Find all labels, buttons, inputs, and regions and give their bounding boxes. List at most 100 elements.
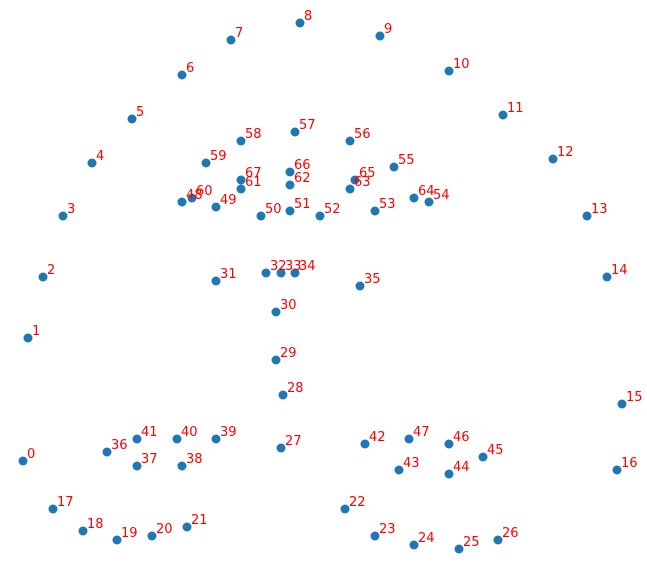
point-marker-25 [454,544,464,554]
point-label-57: 57 [299,118,316,133]
point-label-52: 52 [324,202,341,217]
point-label-10: 10 [453,57,470,72]
point-marker-26 [493,535,503,545]
point-label-45: 45 [487,443,504,458]
point-marker-10 [444,66,454,76]
point-label-39: 39 [220,425,237,440]
point-marker-18 [78,526,88,536]
point-label-5: 5 [136,105,144,120]
point-label-6: 6 [186,61,194,76]
point-marker-30 [271,307,281,317]
point-label-28: 28 [287,381,304,396]
point-label-9: 9 [384,22,392,37]
point-marker-31 [211,276,221,286]
point-label-34: 34 [299,259,316,274]
point-marker-13 [582,211,592,221]
point-marker-46 [444,439,454,449]
point-marker-6 [177,70,187,80]
point-label-60: 60 [196,184,213,199]
point-label-61: 61 [245,175,262,190]
point-marker-39 [211,434,221,444]
point-marker-63 [345,184,355,194]
point-label-54: 54 [433,188,450,203]
point-label-58: 58 [245,127,262,142]
point-label-15: 15 [626,390,643,405]
point-marker-12 [548,154,558,164]
point-label-42: 42 [369,430,386,445]
point-marker-34 [290,268,300,278]
point-label-49: 49 [220,193,237,208]
point-marker-64 [409,193,419,203]
point-marker-21 [182,522,192,532]
point-marker-51 [285,206,295,216]
point-label-29: 29 [280,346,297,361]
point-marker-52 [315,211,325,221]
point-marker-43 [394,465,404,475]
point-label-20: 20 [156,522,173,537]
point-label-67: 67 [245,166,262,181]
point-label-50: 50 [265,202,282,217]
point-label-27: 27 [285,434,302,449]
point-marker-58 [236,136,246,146]
point-label-14: 14 [611,263,628,278]
point-label-32: 32 [270,259,287,274]
point-marker-61 [236,184,246,194]
point-label-59: 59 [210,149,227,164]
point-marker-54 [424,197,434,207]
point-label-7: 7 [235,26,243,41]
point-marker-5 [127,114,137,124]
point-label-2: 2 [47,263,55,278]
point-marker-16 [612,465,622,475]
point-marker-48 [177,197,187,207]
point-marker-50 [256,211,266,221]
point-label-13: 13 [591,202,608,217]
point-marker-22 [340,504,350,514]
point-marker-2 [38,272,48,282]
point-marker-17 [48,504,58,514]
point-marker-67 [236,175,246,185]
point-label-19: 19 [121,526,138,541]
point-marker-4 [87,158,97,168]
point-label-35: 35 [364,272,381,287]
point-marker-33 [276,268,286,278]
point-label-55: 55 [398,153,415,168]
point-marker-47 [404,434,414,444]
point-label-16: 16 [621,456,638,471]
point-label-8: 8 [304,9,312,24]
point-label-53: 53 [379,197,396,212]
point-label-65: 65 [359,166,376,181]
point-marker-15 [617,399,627,409]
point-label-41: 41 [141,425,158,440]
point-label-66: 66 [294,158,311,173]
point-marker-55 [389,162,399,172]
point-markers [18,18,627,554]
point-marker-29 [271,355,281,365]
point-marker-60 [187,193,197,203]
point-marker-53 [370,206,380,216]
point-label-18: 18 [87,517,104,532]
point-label-3: 3 [67,202,75,217]
point-marker-42 [360,439,370,449]
point-label-11: 11 [507,101,524,116]
point-marker-37 [132,461,142,471]
point-label-25: 25 [463,535,480,550]
point-marker-20 [147,531,157,541]
point-marker-19 [112,535,122,545]
point-label-12: 12 [557,145,574,160]
point-marker-9 [375,31,385,41]
point-marker-27 [276,443,286,453]
point-marker-3 [58,211,68,221]
point-marker-23 [370,531,380,541]
point-marker-8 [295,18,305,28]
point-marker-1 [23,333,33,343]
point-marker-65 [350,175,360,185]
point-marker-62 [285,180,295,190]
point-marker-44 [444,469,454,479]
point-marker-56 [345,136,355,146]
point-label-22: 22 [349,495,366,510]
point-label-56: 56 [354,127,371,142]
point-label-33: 33 [285,259,302,274]
point-label-0: 0 [27,447,35,462]
